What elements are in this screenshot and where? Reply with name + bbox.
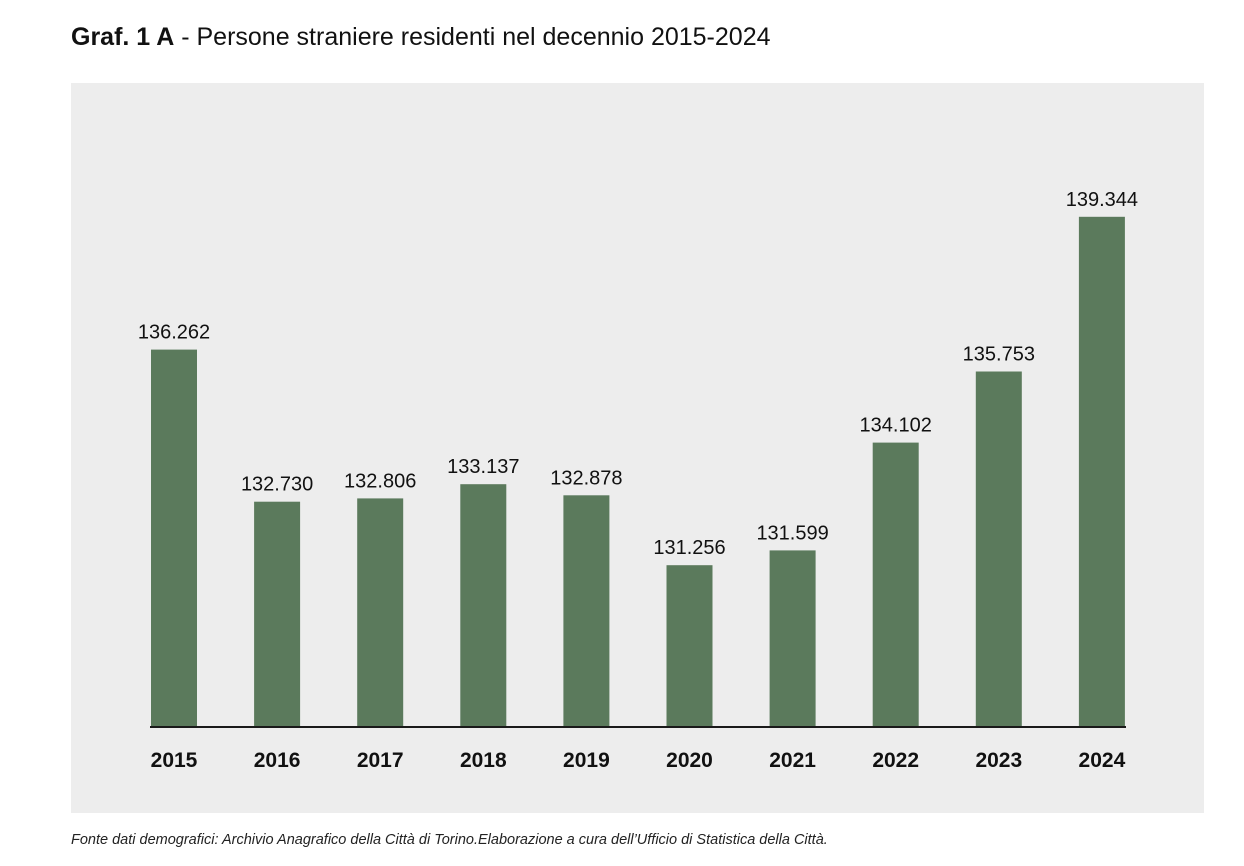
x-tick-label-2019: 2019: [563, 749, 610, 772]
bar-2024: [1078, 216, 1125, 728]
value-label-2022: 134.102: [860, 415, 932, 437]
bar-2018: [460, 484, 507, 727]
x-tick-label-2024: 2024: [1079, 749, 1126, 772]
value-label-2024: 139.344: [1066, 189, 1138, 211]
bar-2016: [254, 501, 301, 727]
value-label-2021: 131.599: [756, 522, 828, 544]
x-tick-label-2020: 2020: [666, 749, 713, 772]
chart-title: Graf. 1 A - Persone straniere residenti …: [71, 20, 771, 54]
x-tick-label-2016: 2016: [254, 749, 301, 772]
title-separator: -: [174, 23, 197, 51]
bar-2015: [151, 349, 197, 727]
x-tick-label-2017: 2017: [357, 749, 404, 772]
chart-panel: 136.262 2015 132.730 2016 132.806 2017 133.137…: [71, 83, 1204, 813]
bar-chart: 136.262 2015 132.730 2016 132.806 2017 133.137…: [138, 189, 1138, 772]
source-note: Fonte dati demografici: Archivio Anagraf…: [71, 832, 828, 848]
value-label-2023: 135.753: [963, 344, 1035, 366]
x-tick-label-2023: 2023: [975, 749, 1022, 772]
bar-2023: [975, 371, 1022, 727]
value-label-2017: 132.806: [344, 470, 416, 492]
title-text: Persone straniere residenti nel decennio…: [196, 23, 771, 51]
bar-2021: [769, 550, 816, 727]
x-tick-label-2015: 2015: [151, 749, 198, 772]
x-tick-label-2021: 2021: [769, 749, 816, 772]
bar-2019: [563, 495, 610, 727]
value-label-2020: 131.256: [653, 537, 725, 559]
x-tick-label-2022: 2022: [872, 749, 919, 772]
x-tick-label-2018: 2018: [460, 749, 507, 772]
chart-number-label: Graf. 1 A: [71, 23, 175, 51]
value-label-2018: 133.137: [447, 456, 519, 478]
bar-2017: [357, 498, 404, 727]
value-label-2016: 132.730: [241, 474, 313, 496]
bar-2020: [666, 565, 713, 727]
bar-2022: [872, 442, 919, 727]
value-label-2019: 132.878: [550, 467, 622, 489]
value-label-2015: 136.262: [138, 322, 210, 344]
